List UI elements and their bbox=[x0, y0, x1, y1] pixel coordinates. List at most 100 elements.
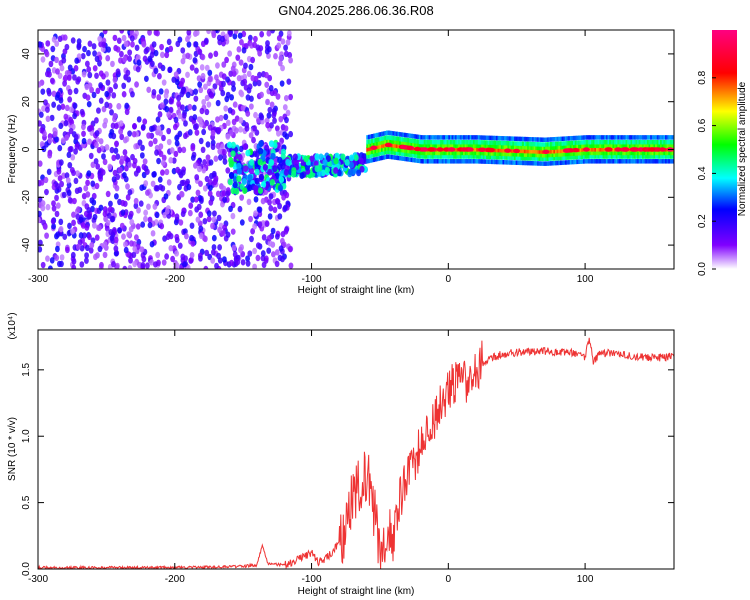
spectrogram-line-cell bbox=[420, 154, 423, 159]
spectrogram-noise-cell bbox=[246, 70, 252, 78]
spectrogram-noise-cell bbox=[95, 163, 101, 170]
spectrogram-line-cell bbox=[385, 154, 389, 159]
spectrogram-line-cell bbox=[607, 159, 610, 164]
spectrogram-noise-cell bbox=[210, 257, 216, 264]
spectrogram-line-cell bbox=[597, 143, 600, 149]
spectrogram-noise-cell bbox=[130, 91, 135, 98]
spectrogram-line-cell bbox=[612, 150, 615, 156]
spectrogram-line-cell bbox=[548, 137, 551, 142]
spectrogram-line-cell bbox=[440, 139, 443, 145]
spectrogram-noise-cell bbox=[104, 225, 110, 232]
spectrogram-noise-cell bbox=[42, 223, 48, 230]
spectrogram-line-cell bbox=[517, 141, 520, 146]
spectrogram-noise-cell bbox=[40, 204, 46, 212]
spectrogram-noise-cell bbox=[168, 106, 174, 114]
spectrogram-line-cell bbox=[536, 161, 540, 166]
spectrogram-noise-cell bbox=[96, 107, 101, 114]
spectrogram-line-cell bbox=[651, 143, 655, 149]
spectrogram-line-cell bbox=[536, 145, 540, 151]
spectrogram-line-cell bbox=[454, 154, 458, 159]
spectrogram-line-cell bbox=[581, 143, 584, 149]
spectrogram-noise-cell bbox=[223, 105, 229, 112]
spectrogram-line-cell bbox=[589, 143, 592, 149]
spectrogram-noise-cell bbox=[70, 37, 76, 44]
spectrogram-noise-cell bbox=[78, 232, 84, 239]
spectrogram-noise-cell bbox=[250, 56, 256, 64]
spectrogram-noise-cell bbox=[202, 185, 208, 192]
spectrogram-line-cell bbox=[599, 139, 602, 145]
spectrogram-line-cell bbox=[379, 156, 382, 161]
spectrogram-line-cell bbox=[645, 139, 648, 145]
spectrogram-line-cell bbox=[425, 150, 428, 156]
spectrogram-line-cell bbox=[605, 150, 609, 156]
spectrogram-noise-cell bbox=[200, 53, 206, 61]
spectrogram-line-cell bbox=[469, 135, 472, 140]
spectrogram-noise-cell bbox=[194, 123, 199, 130]
spectrogram-line-cell bbox=[641, 143, 645, 149]
spectrogram-line-cell bbox=[369, 139, 372, 144]
spectrogram-noise-cell bbox=[38, 41, 43, 48]
spectrogram-noise-cell bbox=[156, 157, 161, 165]
spectrogram-noise-cell bbox=[249, 235, 254, 243]
spectrogram-peak-cell bbox=[466, 147, 474, 152]
spectrogram-line-cell bbox=[660, 150, 663, 156]
spectrogram-line-cell bbox=[535, 149, 538, 154]
spectrogram-line-cell bbox=[592, 143, 595, 149]
spectrogram-noise-cell bbox=[266, 234, 272, 242]
spectrogram-line-cell bbox=[497, 151, 500, 156]
spectrogram-line-cell bbox=[569, 144, 572, 149]
spectrogram-line-cell bbox=[474, 139, 477, 145]
spectrogram-line-cell bbox=[426, 135, 430, 140]
snr-plot-area bbox=[38, 330, 674, 569]
spectrogram-line-cell bbox=[464, 159, 467, 164]
spectrogram-noise-cell bbox=[70, 251, 76, 259]
spectrogram-line-cell bbox=[625, 159, 628, 164]
spectrogram-cluster-cell bbox=[314, 165, 320, 173]
spectrogram-cluster-cell bbox=[358, 157, 364, 165]
spectrogram-line-cell bbox=[650, 135, 653, 140]
spectrogram-line-cell bbox=[550, 137, 553, 142]
spectrogram-noise-cell bbox=[207, 179, 213, 186]
spectrogram-line-cell bbox=[594, 150, 597, 156]
spectrogram-noise-cell bbox=[90, 205, 95, 213]
spectrogram-line-cell bbox=[487, 159, 490, 164]
spectrogram-noise-cell bbox=[61, 57, 67, 64]
spectrogram-line-cell bbox=[418, 134, 421, 140]
spectrogram-line-cell bbox=[489, 135, 492, 141]
spectrogram-line-cell bbox=[497, 159, 500, 165]
spectrogram-cluster-cell bbox=[348, 154, 355, 162]
spectrogram-line-cell bbox=[594, 154, 597, 159]
spectrogram-line-cell bbox=[548, 149, 551, 154]
spectrogram-line-cell bbox=[484, 151, 487, 156]
spectrogram-noise-cell bbox=[177, 112, 183, 120]
spectrogram-noise-cell bbox=[79, 245, 85, 252]
spectrogram-peak-cell bbox=[485, 147, 493, 153]
spectrogram-noise-cell bbox=[175, 166, 181, 174]
spectrogram-line-cell bbox=[466, 143, 469, 149]
spectrogram-noise-cell bbox=[85, 94, 91, 101]
spectrogram-line-cell bbox=[441, 139, 444, 145]
spectrogram-line-cell bbox=[392, 146, 395, 152]
spectrogram-noise-cell bbox=[167, 66, 173, 73]
spectrogram-line-cell bbox=[664, 147, 668, 152]
spectrogram-line-cell bbox=[597, 154, 600, 159]
spectrogram-line-cell bbox=[405, 148, 408, 154]
spectrogram-noise-cell bbox=[203, 265, 209, 269]
spectrogram-line-cell bbox=[430, 139, 433, 145]
spectrogram-noise-cell bbox=[231, 244, 237, 251]
spectrogram-line-cell bbox=[499, 159, 502, 165]
spectrogram-noise-cell bbox=[82, 45, 87, 53]
spectrogram-line-cell bbox=[579, 154, 582, 160]
spectrogram-line-cell bbox=[591, 147, 594, 152]
spectrogram-noise-cell bbox=[153, 261, 158, 268]
spectrogram-noise-cell bbox=[225, 91, 231, 99]
spectrogram-line-cell bbox=[573, 144, 576, 149]
spectrogram-peak-cell bbox=[605, 147, 613, 152]
spectrogram-noise-cell bbox=[235, 54, 241, 61]
spectrogram-line-cell bbox=[515, 144, 518, 150]
spectrogram-line-cell bbox=[499, 140, 502, 146]
spectrogram-noise-cell bbox=[267, 240, 273, 247]
spectrogram-line-cell bbox=[528, 152, 531, 158]
spectrogram-line-cell bbox=[454, 147, 458, 152]
spectrogram-noise-cell bbox=[108, 229, 114, 236]
